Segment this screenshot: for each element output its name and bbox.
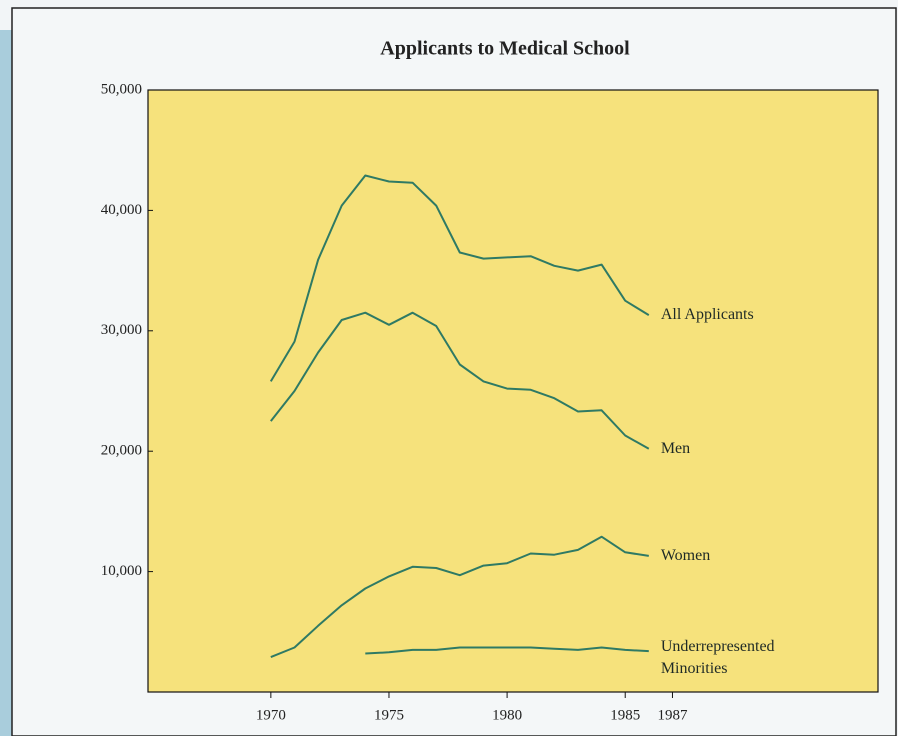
side-strip bbox=[0, 30, 12, 736]
series-label: All Applicants bbox=[660, 306, 754, 324]
y-tick-label: 30,000 bbox=[101, 322, 142, 338]
y-tick-label: 10,000 bbox=[101, 563, 142, 579]
y-tick-label: 20,000 bbox=[101, 443, 142, 459]
series-line bbox=[365, 646, 649, 655]
series-label: Men bbox=[660, 439, 691, 457]
chart-title: Applicants to Medical School bbox=[380, 38, 630, 60]
plot-area bbox=[147, 89, 879, 693]
series-label: Women bbox=[660, 546, 711, 564]
x-tick-label: 1970 bbox=[256, 707, 286, 723]
x-tick-label: 1975 bbox=[374, 707, 404, 723]
y-tick-label: 40,000 bbox=[101, 202, 142, 218]
x-tick-label: 1987 bbox=[657, 707, 688, 723]
x-tick-label: 1980 bbox=[492, 707, 522, 723]
series-label: Underrepresented Minorities bbox=[660, 638, 775, 678]
x-tick-label: 1985 bbox=[610, 707, 640, 723]
series-line bbox=[269, 174, 650, 382]
y-tick-label: 50,000 bbox=[101, 81, 142, 97]
series-line bbox=[270, 535, 649, 659]
series-line bbox=[270, 311, 650, 450]
